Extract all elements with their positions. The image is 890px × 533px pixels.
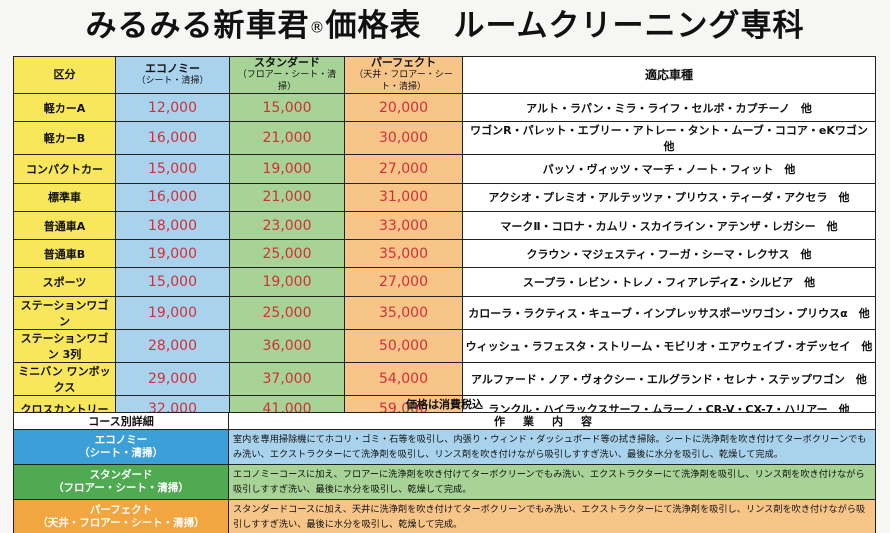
economy-price-cell: 18,000 — [115, 210, 230, 241]
course-name: パーフェクト — [89, 504, 153, 516]
price-row: ステーションワゴン 19,000 25,000 35,000 カローラ・ラクティス・キュ… — [13, 295, 876, 330]
course-name-cell: エコノミー （シート・清掃） — [13, 429, 229, 465]
course-description-cell: エコノミーコースに加え、フロアーに洗浄剤を吹き付けてターボクリーンでもみ洗い、エ… — [228, 464, 876, 500]
perfect-price-cell: 31,000 — [344, 182, 463, 212]
header-standard: スタンダード （フロアー・シート・清掃） — [229, 56, 345, 94]
applicable-cars-cell: クラウン・マジェスティ・フーガ・シーマ・レクサス 他 — [462, 239, 876, 269]
economy-price-cell: 29,000 — [115, 361, 230, 396]
course-scope: （フロアー・シート・清掃） — [53, 482, 189, 494]
course-name: エコノミー — [94, 434, 148, 446]
course-detail-header-right: 作業内容 — [228, 412, 876, 430]
applicable-cars-cell: ウィッシュ・ラフェスタ・ストリーム・モビリオ・エアウェイブ・オデッセイ 他 — [462, 328, 876, 363]
header-perfect-sub: （天井・フロアー・シート・清掃） — [354, 70, 453, 92]
vehicle-class-cell: ステーションワゴン 3列 — [13, 328, 116, 363]
course-detail-body: エコノミー （シート・清掃） 室内を専用掃除機にてホコリ・ゴミ・石等を吸引し、内張り… — [13, 429, 876, 533]
applicable-cars-cell: アルファード・ノア・ヴォクシー・エルグランド・セレナ・ステップワゴン 他 — [462, 361, 876, 396]
price-row: 普通車B 19,000 25,000 35,000 クラウン・マジェスティ・フーガ・シー… — [13, 239, 876, 269]
course-detail-header-left: コース別詳細 — [13, 412, 229, 430]
perfect-price-cell: 27,000 — [344, 154, 463, 184]
course-description-cell: 室内を専用掃除機にてホコリ・ゴミ・石等を吸引し、内張り・ウィンド・ダッシュボード… — [228, 429, 876, 465]
course-detail-row: エコノミー （シート・清掃） 室内を専用掃除機にてホコリ・ゴミ・石等を吸引し、内張り… — [13, 429, 876, 465]
standard-price-cell: 15,000 — [229, 92, 345, 123]
standard-price-cell: 23,000 — [229, 210, 345, 241]
title-rest: 価格表 ルームクリーニング専科 — [325, 8, 805, 44]
vehicle-class-cell: スポーツ — [13, 267, 116, 297]
applicable-cars-cell: カローラ・ラクティス・キューブ・インプレッサスポーツワゴン・プリウスα 他 — [462, 295, 876, 330]
vehicle-class-cell: 普通車B — [13, 239, 116, 269]
price-row: コンパクトカー 15,000 19,000 27,000 パッソ・ヴィッツ・マーチ・ノー… — [13, 154, 876, 184]
tax-note: 価格は消費税込 — [406, 398, 483, 411]
economy-price-cell: 12,000 — [115, 92, 230, 123]
standard-price-cell: 19,000 — [229, 267, 345, 297]
standard-price-cell: 19,000 — [229, 154, 345, 184]
course-detail-row: パーフェクト （天井・フロアー・シート・清掃） スタンダードコースに加え、天井に洗浄… — [13, 499, 876, 533]
header-class: 区分 — [13, 56, 116, 94]
header-economy-sub: （シート・清掃） — [136, 76, 209, 86]
standard-price-cell: 25,000 — [229, 295, 345, 330]
economy-price-cell: 16,000 — [115, 121, 230, 156]
standard-price-cell: 21,000 — [229, 182, 345, 212]
price-row: ミニバン ワンボックス 29,000 37,000 54,000 アルファード・ノア・ヴ… — [13, 361, 876, 396]
header-cars: 適応車種 — [462, 56, 876, 94]
perfect-price-cell: 50,000 — [344, 328, 463, 363]
vehicle-class-cell: 軽カーA — [13, 92, 116, 123]
header-perfect: パーフェクト （天井・フロアー・シート・清掃） — [344, 56, 463, 94]
course-detail-table: コース別詳細 作業内容 エコノミー （シート・清掃） 室内を専用掃除機にてホコリ・ゴ… — [13, 412, 876, 533]
vehicle-class-cell: ステーションワゴン — [13, 295, 116, 330]
applicable-cars-cell: ワゴンR・パレット・エブリー・アトレー・タント・ムーブ・ココア・eKワゴン 他 — [462, 121, 879, 156]
price-row: 標準車 16,000 21,000 31,000 アクシオ・プレミオ・アルテッツァ・プリ… — [13, 182, 876, 212]
vehicle-class-cell: 標準車 — [13, 182, 116, 212]
perfect-price-cell: 27,000 — [344, 267, 463, 297]
course-scope: （天井・フロアー・シート・清掃） — [37, 517, 205, 529]
perfect-price-cell: 20,000 — [344, 92, 463, 123]
page-title: みるみる新車君®価格表 ルームクリーニング専科 — [0, 0, 890, 52]
applicable-cars-cell: パッソ・ヴィッツ・マーチ・ノート・フィット 他 — [462, 154, 876, 184]
course-name-cell: スタンダード （フロアー・シート・清掃） — [13, 464, 229, 500]
economy-price-cell: 15,000 — [115, 154, 230, 184]
perfect-price-cell: 30,000 — [344, 121, 463, 156]
applicable-cars-cell: マークⅡ・コロナ・カムリ・スカイライン・アテンザ・レガシー 他 — [462, 210, 876, 241]
economy-price-cell: 28,000 — [115, 328, 230, 363]
course-name: スタンダード — [89, 469, 153, 481]
course-scope: （シート・清掃） — [79, 447, 163, 459]
vehicle-class-cell: ミニバン ワンボックス — [13, 361, 116, 396]
economy-price-cell: 15,000 — [115, 267, 230, 297]
course-detail-row: スタンダード （フロアー・シート・清掃） エコノミーコースに加え、フロアーに洗浄剤を… — [13, 464, 876, 500]
economy-price-cell: 16,000 — [115, 182, 230, 212]
standard-price-cell: 37,000 — [229, 361, 345, 396]
price-row: 普通車A 18,000 23,000 33,000 マークⅡ・コロナ・カムリ・スカイライ… — [13, 210, 876, 241]
price-row: 軽カーB 16,000 21,000 30,000 ワゴンR・パレット・エブリー・アトレ… — [13, 121, 879, 156]
registered-mark: ® — [309, 18, 326, 37]
perfect-price-cell: 54,000 — [344, 361, 463, 396]
perfect-price-cell: 35,000 — [344, 295, 463, 330]
applicable-cars-cell: アクシオ・プレミオ・アルテッツァ・プリウス・ティーダ・アクセラ 他 — [462, 182, 876, 212]
price-table-body: 軽カーA 12,000 15,000 20,000 アルト・ラパン・ミラ・ライフ・セルボ… — [13, 92, 879, 425]
price-row: ステーションワゴン 3列 28,000 36,000 50,000 ウィッシュ・ラフェス… — [13, 328, 876, 363]
economy-price-cell: 19,000 — [115, 239, 230, 269]
applicable-cars-cell: スープラ・レビン・トレノ・フィアレディZ・シルビア 他 — [462, 267, 876, 297]
perfect-price-cell: 35,000 — [344, 239, 463, 269]
price-row: 軽カーA 12,000 15,000 20,000 アルト・ラパン・ミラ・ライフ・セルボ… — [13, 92, 876, 123]
standard-price-cell: 36,000 — [229, 328, 345, 363]
economy-price-cell: 19,000 — [115, 295, 230, 330]
header-economy: エコノミー （シート・清掃） — [115, 56, 230, 94]
header-standard-sub: （フロアー・シート・清掃） — [237, 70, 337, 92]
course-name-cell: パーフェクト （天井・フロアー・シート・清掃） — [13, 499, 229, 533]
vehicle-class-cell: 普通車A — [13, 210, 116, 241]
standard-price-cell: 21,000 — [229, 121, 345, 156]
header-perfect-label: パーフェクト — [370, 56, 437, 69]
title-main: みるみる新車君 — [85, 8, 310, 44]
price-table: 区分 エコノミー （シート・清掃） スタンダード （フロアー・シート・清掃） パ… — [13, 56, 879, 425]
standard-price-cell: 25,000 — [229, 239, 345, 269]
price-row: スポーツ 15,000 19,000 27,000 スープラ・レビン・トレノ・フィアレデ… — [13, 267, 876, 297]
vehicle-class-cell: コンパクトカー — [13, 154, 116, 184]
course-detail-header: コース別詳細 作業内容 — [13, 412, 876, 430]
course-description-cell: スタンダードコースに加え、天井に洗浄剤を吹き付けてターボクリーンでもみ洗い、エク… — [228, 499, 876, 533]
header-standard-label: スタンダード — [254, 56, 320, 69]
header-economy-label: エコノミー — [145, 62, 200, 75]
applicable-cars-cell: アルト・ラパン・ミラ・ライフ・セルボ・カプチーノ 他 — [462, 92, 876, 123]
perfect-price-cell: 33,000 — [344, 210, 463, 241]
vehicle-class-cell: 軽カーB — [13, 121, 116, 156]
price-table-header: 区分 エコノミー （シート・清掃） スタンダード （フロアー・シート・清掃） パ… — [13, 56, 876, 94]
